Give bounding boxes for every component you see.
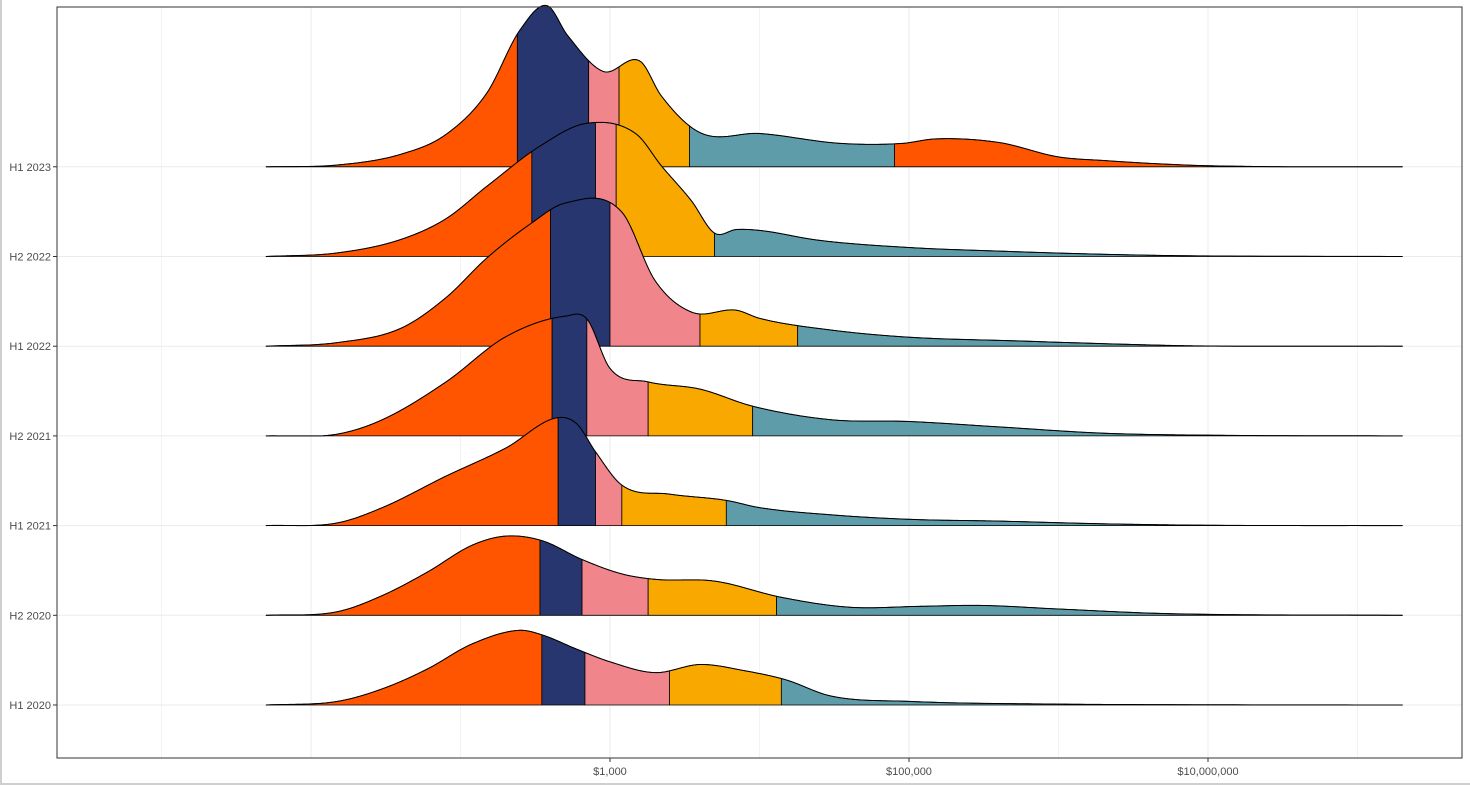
quantile-band bbox=[725, 500, 1403, 526]
ridge-h2-2020 bbox=[265, 535, 1403, 616]
quantile-band bbox=[894, 138, 1403, 168]
density-outline bbox=[265, 629, 1403, 706]
ridges bbox=[265, 4, 1403, 706]
quantile-band bbox=[647, 381, 754, 437]
x-tick-label: $10,000,000 bbox=[1177, 766, 1238, 778]
quantile-band bbox=[621, 484, 727, 526]
y-tick-label: H2 2022 bbox=[9, 252, 51, 264]
quantile-band bbox=[776, 595, 1403, 616]
y-tick-label: H1 2021 bbox=[9, 521, 51, 533]
quantile-band bbox=[539, 539, 583, 616]
ridge-h1-2020 bbox=[265, 629, 1403, 706]
quantile-band bbox=[647, 578, 777, 616]
density-outline bbox=[265, 416, 1403, 527]
quantile-band bbox=[689, 125, 895, 168]
x-tick-label: $100,000 bbox=[886, 766, 932, 778]
ridge-h1-2022 bbox=[265, 197, 1403, 347]
x-tick-label: $1,000 bbox=[593, 766, 627, 778]
panel-border bbox=[56, 6, 1463, 759]
quantile-band bbox=[584, 652, 670, 706]
ridge-h1-2021 bbox=[265, 416, 1403, 527]
density-outline bbox=[265, 313, 1403, 437]
density-outline bbox=[265, 4, 1403, 168]
gridlines bbox=[57, 7, 1462, 758]
ridge-h2-2021 bbox=[265, 313, 1403, 437]
quantile-band bbox=[595, 451, 623, 526]
quantile-band bbox=[265, 629, 543, 706]
quantile-band bbox=[780, 678, 1403, 706]
y-tick-label: H1 2022 bbox=[9, 341, 51, 353]
quantile-band bbox=[669, 664, 782, 706]
quantile-band bbox=[265, 535, 541, 616]
y-tick-label: H1 2020 bbox=[9, 700, 51, 712]
density-outline bbox=[265, 535, 1403, 616]
y-tick-label: H2 2020 bbox=[9, 610, 51, 622]
quantile-band bbox=[699, 309, 799, 347]
quantile-band bbox=[581, 559, 649, 616]
ridge-h1-2023 bbox=[265, 4, 1403, 168]
density-outline bbox=[265, 197, 1403, 347]
y-tick-label: H2 2021 bbox=[9, 431, 51, 443]
x-axis-labels: $1,000 $100,000 $10,000,000 bbox=[593, 758, 1239, 778]
y-axis-labels: H1 2020 H2 2020 H1 2021 H2 2021 H1 2022 H2 20… bbox=[9, 162, 57, 712]
quantile-band bbox=[265, 33, 518, 168]
density-outline bbox=[265, 121, 1403, 257]
y-tick-label: H1 2023 bbox=[9, 162, 51, 174]
quantile-band bbox=[541, 634, 586, 706]
